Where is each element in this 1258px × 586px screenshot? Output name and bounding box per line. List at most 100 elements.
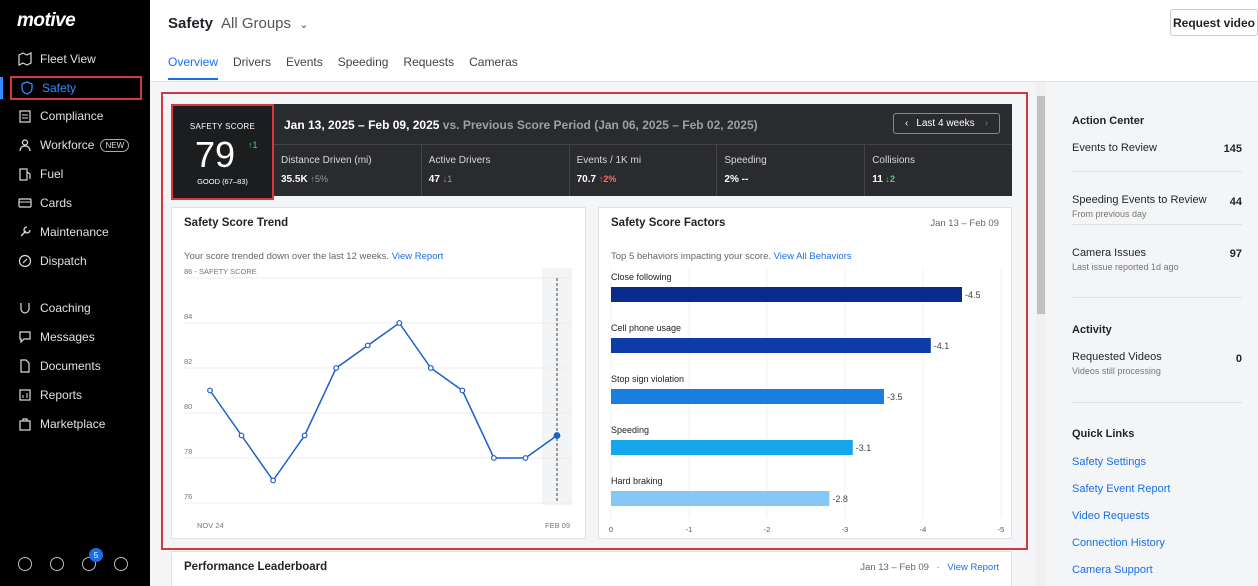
trend-point [207, 387, 213, 394]
factors-chart: 0 -1 -2 -3 -4 -5 Close following -4.5 Cell phone… [609, 268, 1005, 534]
x-tick-label: -1 [686, 525, 693, 534]
requested-videos-count: 0 [1235, 353, 1242, 365]
sidebar-item-reports[interactable]: Reports [10, 383, 142, 407]
account-icon[interactable] [114, 557, 128, 571]
trend-point [396, 320, 403, 326]
main-scrollbar[interactable] [1036, 82, 1046, 586]
sidebar-item-label: Reports [40, 388, 83, 402]
sidebar-item-workforce[interactable]: Workforce NEW [10, 133, 142, 157]
connection-history-link[interactable]: Connection History [1072, 537, 1165, 549]
message-icon [18, 330, 32, 344]
sidebar-item-compliance[interactable]: Compliance [10, 104, 142, 128]
x-tick-label: FEB 09 [545, 521, 570, 530]
sidebar-item-label: Compliance [40, 109, 104, 123]
metric-delta: ↓2 [885, 174, 896, 184]
sidebar-item-documents[interactable]: Documents [10, 354, 142, 378]
camera-support-link[interactable]: Camera Support [1072, 564, 1153, 576]
trend-line [209, 321, 558, 482]
tab-bar: Overview Drivers Events Speeding Request… [168, 55, 533, 80]
bar-value-label: -4.1 [934, 341, 950, 351]
events-to-review-row[interactable]: Events to Review [1072, 142, 1242, 154]
divider [1072, 224, 1242, 225]
document-icon [18, 359, 32, 373]
request-video-button[interactable]: Request video [1170, 9, 1258, 36]
tab-overview[interactable]: Overview [168, 55, 219, 80]
y-tick-label: 86 - SAFETY SCORE [184, 268, 257, 276]
row-label: Requested Videos [1072, 351, 1162, 363]
y-tick-label: 78 [184, 447, 192, 456]
sidebar: motive Fleet View Safety Compliance Work… [0, 0, 150, 586]
sidebar-item-dispatch[interactable]: Dispatch [10, 249, 142, 273]
active-indicator [0, 77, 3, 99]
divider [1072, 297, 1242, 298]
user-settings-icon[interactable] [18, 557, 32, 571]
factors-description: Top 5 behaviors impacting your score. [611, 251, 771, 262]
scrollbar-thumb[interactable] [1037, 96, 1045, 314]
safety-settings-link[interactable]: Safety Settings [1072, 456, 1146, 468]
bar-category-label: Cell phone usage [611, 323, 681, 333]
sidebar-item-safety[interactable]: Safety [10, 76, 142, 100]
sidebar-item-label: Documents [40, 359, 101, 373]
sidebar-item-messages[interactable]: Messages [10, 325, 142, 349]
action-center-title: Action Center [1072, 115, 1145, 127]
video-requests-link[interactable]: Video Requests [1072, 510, 1150, 522]
bell-icon[interactable]: 5 [82, 548, 103, 571]
metric-delta: ↑5% [310, 174, 328, 184]
new-badge: NEW [100, 138, 130, 152]
wrench-icon [18, 225, 32, 239]
divider [1072, 402, 1242, 403]
sidebar-item-label: Coaching [40, 301, 91, 315]
x-tick-label: -2 [764, 525, 771, 534]
sidebar-item-label: Workforce [40, 138, 95, 152]
bar-value-label: -3.1 [856, 443, 872, 453]
tab-events[interactable]: Events [286, 55, 323, 69]
requested-videos-row[interactable]: Requested Videos Videos still processing [1072, 351, 1242, 376]
chevron-left-icon[interactable]: ‹ [904, 118, 909, 129]
sidebar-item-label: Fuel [40, 167, 64, 181]
right-panel: Action Center Events to Review 145 Speed… [1046, 82, 1258, 586]
bar-category-label: Hard braking [611, 476, 663, 486]
trend-point [522, 455, 529, 461]
tab-requests[interactable]: Requests [403, 55, 455, 69]
camera-issues-row[interactable]: Camera Issues Last issue reported 1d ago [1072, 247, 1242, 272]
sidebar-item-fleet-view[interactable]: Fleet View [10, 47, 142, 71]
tab-cameras[interactable]: Cameras [469, 55, 518, 69]
group-selector[interactable]: All Groups ⌄ [221, 15, 308, 32]
metric-delta: ↓1 [442, 174, 453, 184]
chevron-down-icon: ⌄ [299, 19, 309, 31]
sidebar-item-maintenance[interactable]: Maintenance [10, 220, 142, 244]
trend-title: Safety Score Trend [184, 217, 289, 229]
sidebar-item-cards[interactable]: Cards [10, 191, 142, 215]
x-tick-label: -5 [998, 525, 1005, 534]
current-period: Jan 13, 2025 – Feb 09, 2025 [284, 118, 440, 132]
y-tick-label: 82 [184, 357, 192, 366]
tab-drivers[interactable]: Drivers [233, 55, 272, 69]
page-header: Safety All Groups ⌄ Request video Overvi… [150, 0, 1258, 82]
metric-label: Speeding [724, 155, 767, 166]
chevron-right-icon[interactable]: › [984, 118, 989, 129]
main-content: SAFETY SCORE 79 ↑1 GOOD (67–83) Jan 13, … [150, 82, 1046, 586]
bar-category-label: Close following [611, 272, 672, 282]
highlight-frame [161, 92, 1028, 550]
leaderboard-view-report-link[interactable]: View Report [947, 562, 999, 573]
help-icon[interactable] [50, 557, 64, 571]
view-all-behaviors-link[interactable]: View All Behaviors [773, 251, 852, 262]
sidebar-item-marketplace[interactable]: Marketplace [10, 412, 142, 436]
x-tick-label: NOV 24 [197, 521, 224, 530]
metric-label: Collisions [872, 155, 915, 166]
safety-score-factors-card: Safety Score Factors Jan 13 – Feb 09 Top… [598, 207, 1012, 539]
metric-label: Events / 1K mi [576, 155, 642, 166]
sidebar-item-coaching[interactable]: Coaching [10, 296, 142, 320]
motive-logo[interactable]: motive [17, 10, 76, 31]
trend-subtitle: Your score trended down over the last 12… [184, 251, 443, 262]
sidebar-item-fuel[interactable]: Fuel [10, 162, 142, 186]
score-period: Jan 13, 2025 – Feb 09, 2025 vs. Previous… [284, 118, 758, 132]
safety-event-report-link[interactable]: Safety Event Report [1072, 483, 1171, 495]
bar-category-label: Speeding [611, 425, 649, 435]
speeding-events-row[interactable]: Speeding Events to Review From previous … [1072, 194, 1242, 219]
date-range-button[interactable]: ‹ Last 4 weeks › [893, 113, 1000, 134]
row-sublabel: Videos still processing [1072, 366, 1161, 376]
trend-view-report-link[interactable]: View Report [391, 251, 444, 262]
factor-bar [611, 338, 931, 353]
tab-speeding[interactable]: Speeding [337, 55, 389, 69]
